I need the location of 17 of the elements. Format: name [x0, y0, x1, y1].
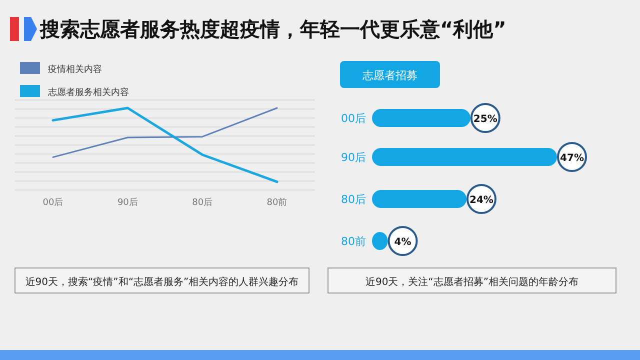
- chart-title: 志愿者招募: [362, 69, 418, 82]
- legend-label: 疫情相关内容: [48, 64, 102, 75]
- text: 近90天，搜索“疫情”和“志愿者服务”相关内容的人群兴趣分布: [25, 276, 299, 288]
- x-tick-label: 00后: [42, 197, 64, 208]
- data-label: 24%: [470, 195, 494, 206]
- data-label: 25%: [473, 114, 498, 125]
- x-tick-label: 80前: [266, 197, 288, 208]
- y-tick-label: 90后: [341, 151, 366, 164]
- chart-title: 搜索志愿者服务热度超疫情，年轻一代更乐意“利他”: [39, 17, 506, 41]
- legend-label: 志愿者服务相关内容: [48, 87, 129, 98]
- text: 近90天，关注“志愿者招募”相关问题的年龄分布: [365, 276, 579, 288]
- x-tick-label: 90后: [117, 197, 138, 208]
- data-label: 47%: [560, 153, 584, 164]
- data-label: 4%: [394, 237, 412, 248]
- y-tick-label: 80前: [341, 235, 366, 248]
- y-tick-label: 00后: [341, 112, 366, 125]
- x-tick-label: 80后: [192, 197, 213, 208]
